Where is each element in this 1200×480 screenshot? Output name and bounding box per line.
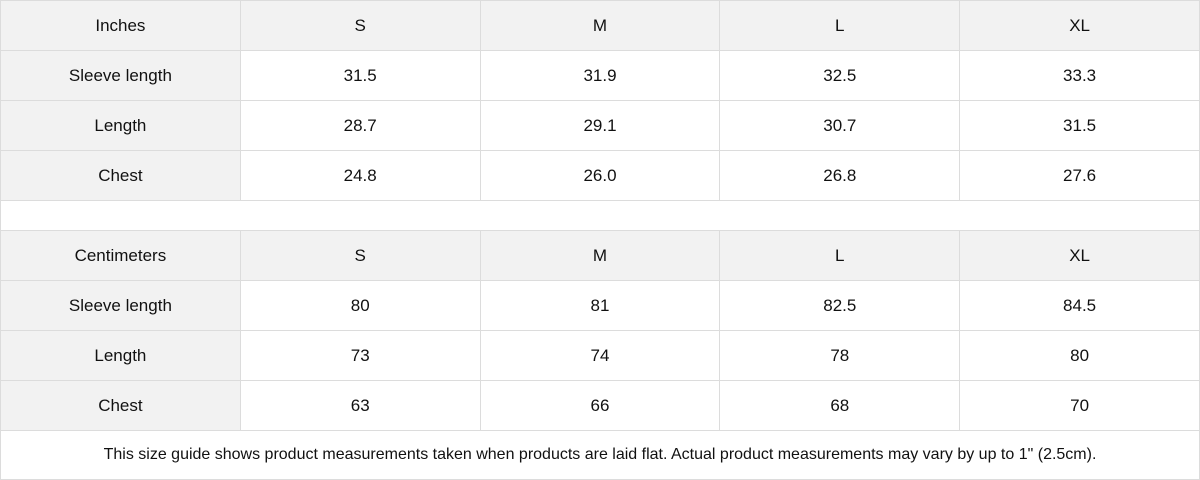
size-guide-note: This size guide shows product measuremen… xyxy=(0,430,1200,480)
measurement-cell: 63 xyxy=(239,380,481,431)
measurement-cell: 80 xyxy=(959,330,1200,381)
table-row: Length 28.7 29.1 30.7 31.5 xyxy=(0,100,1200,151)
measurement-cell: 80 xyxy=(239,280,481,331)
measurement-cell: 27.6 xyxy=(959,150,1200,201)
header-row: Inches S M L XL xyxy=(0,0,1200,51)
size-header: XL xyxy=(959,0,1200,51)
table-row: Sleeve length 80 81 82.5 84.5 xyxy=(0,280,1200,331)
note-row: This size guide shows product measuremen… xyxy=(0,430,1200,480)
size-header: S xyxy=(239,230,481,281)
measurement-cell: 84.5 xyxy=(959,280,1200,331)
measurement-cell: 33.3 xyxy=(959,50,1200,101)
size-header: L xyxy=(719,230,961,281)
measurement-cell: 81 xyxy=(479,280,721,331)
measurement-cell: 70 xyxy=(959,380,1200,431)
spacer xyxy=(0,200,1200,231)
spacer-row xyxy=(0,200,1200,231)
header-row: Centimeters S M L XL xyxy=(0,230,1200,281)
table-row: Chest 63 66 68 70 xyxy=(0,380,1200,431)
measurement-cell: 74 xyxy=(479,330,721,381)
unit-header: Centimeters xyxy=(0,230,241,281)
measurement-cell: 31.9 xyxy=(479,50,721,101)
size-header: XL xyxy=(959,230,1200,281)
size-header: M xyxy=(479,230,721,281)
measurement-cell: 73 xyxy=(239,330,481,381)
size-header: S xyxy=(239,0,481,51)
measurement-cell: 82.5 xyxy=(719,280,961,331)
row-label: Length xyxy=(0,100,241,151)
row-label: Sleeve length xyxy=(0,50,241,101)
measurement-cell: 24.8 xyxy=(239,150,481,201)
table-row: Length 73 74 78 80 xyxy=(0,330,1200,381)
row-label: Length xyxy=(0,330,241,381)
measurement-cell: 31.5 xyxy=(239,50,481,101)
table-row: Chest 24.8 26.0 26.8 27.6 xyxy=(0,150,1200,201)
measurement-cell: 28.7 xyxy=(239,100,481,151)
measurement-cell: 30.7 xyxy=(719,100,961,151)
measurement-cell: 29.1 xyxy=(479,100,721,151)
measurement-cell: 32.5 xyxy=(719,50,961,101)
measurement-cell: 26.8 xyxy=(719,150,961,201)
size-header: L xyxy=(719,0,961,51)
measurement-cell: 66 xyxy=(479,380,721,431)
measurement-cell: 68 xyxy=(719,380,961,431)
measurement-cell: 78 xyxy=(719,330,961,381)
measurement-cell: 31.5 xyxy=(959,100,1200,151)
size-header: M xyxy=(479,0,721,51)
row-label: Chest xyxy=(0,150,241,201)
unit-header: Inches xyxy=(0,0,241,51)
row-label: Sleeve length xyxy=(0,280,241,331)
row-label: Chest xyxy=(0,380,241,431)
measurement-cell: 26.0 xyxy=(479,150,721,201)
table-row: Sleeve length 31.5 31.9 32.5 33.3 xyxy=(0,50,1200,101)
